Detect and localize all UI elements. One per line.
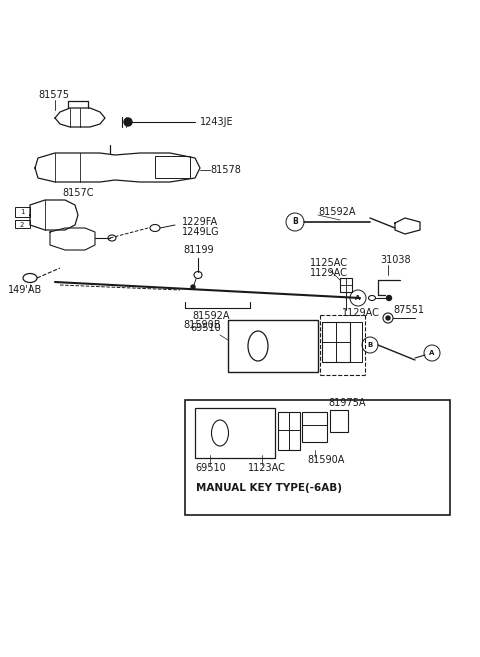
Text: B: B [292, 217, 298, 227]
Text: 1249LG: 1249LG [182, 227, 220, 237]
Text: 8157C: 8157C [62, 188, 94, 198]
Text: A: A [429, 350, 435, 356]
Text: 81592A: 81592A [318, 207, 356, 217]
Text: 81199: 81199 [183, 245, 214, 255]
Text: 81575: 81575 [38, 90, 69, 100]
Text: 2: 2 [20, 222, 24, 228]
Text: 1129AC: 1129AC [342, 308, 380, 318]
Bar [155, 156, 190, 178]
Bar [322, 322, 350, 362]
Text: 81592A: 81592A [192, 311, 229, 321]
Text: B: B [367, 342, 372, 348]
Bar [330, 410, 348, 432]
Text: 69510: 69510 [190, 323, 221, 333]
Text: 81590B: 81590B [183, 320, 220, 330]
Circle shape [124, 118, 132, 126]
Text: 31038: 31038 [380, 255, 410, 265]
Bar [302, 412, 327, 442]
Bar [350, 322, 362, 362]
Bar [15, 220, 30, 228]
Text: 69510: 69510 [195, 463, 226, 473]
Bar [228, 320, 318, 372]
Text: 1243JE: 1243JE [200, 117, 234, 127]
Bar [185, 400, 450, 515]
Text: 81578: 81578 [210, 165, 241, 175]
Circle shape [386, 296, 392, 300]
Bar [195, 408, 275, 458]
Text: 1: 1 [20, 209, 24, 215]
Text: 81975A: 81975A [328, 398, 365, 408]
Text: 1123AC: 1123AC [248, 463, 286, 473]
Circle shape [191, 285, 195, 289]
Bar [340, 278, 352, 292]
Text: A: A [355, 295, 360, 301]
Text: 1229FA: 1229FA [182, 217, 218, 227]
Text: MANUAL KEY TYPE(-6AB): MANUAL KEY TYPE(-6AB) [196, 483, 342, 493]
Text: 149'AB: 149'AB [8, 285, 42, 295]
Circle shape [386, 316, 390, 320]
Text: 1125AC: 1125AC [310, 258, 348, 268]
Text: 87551: 87551 [393, 305, 424, 315]
Text: 81590A: 81590A [307, 455, 344, 465]
Bar [15, 207, 30, 217]
Text: 1129AC: 1129AC [310, 268, 348, 278]
Bar [278, 412, 300, 450]
